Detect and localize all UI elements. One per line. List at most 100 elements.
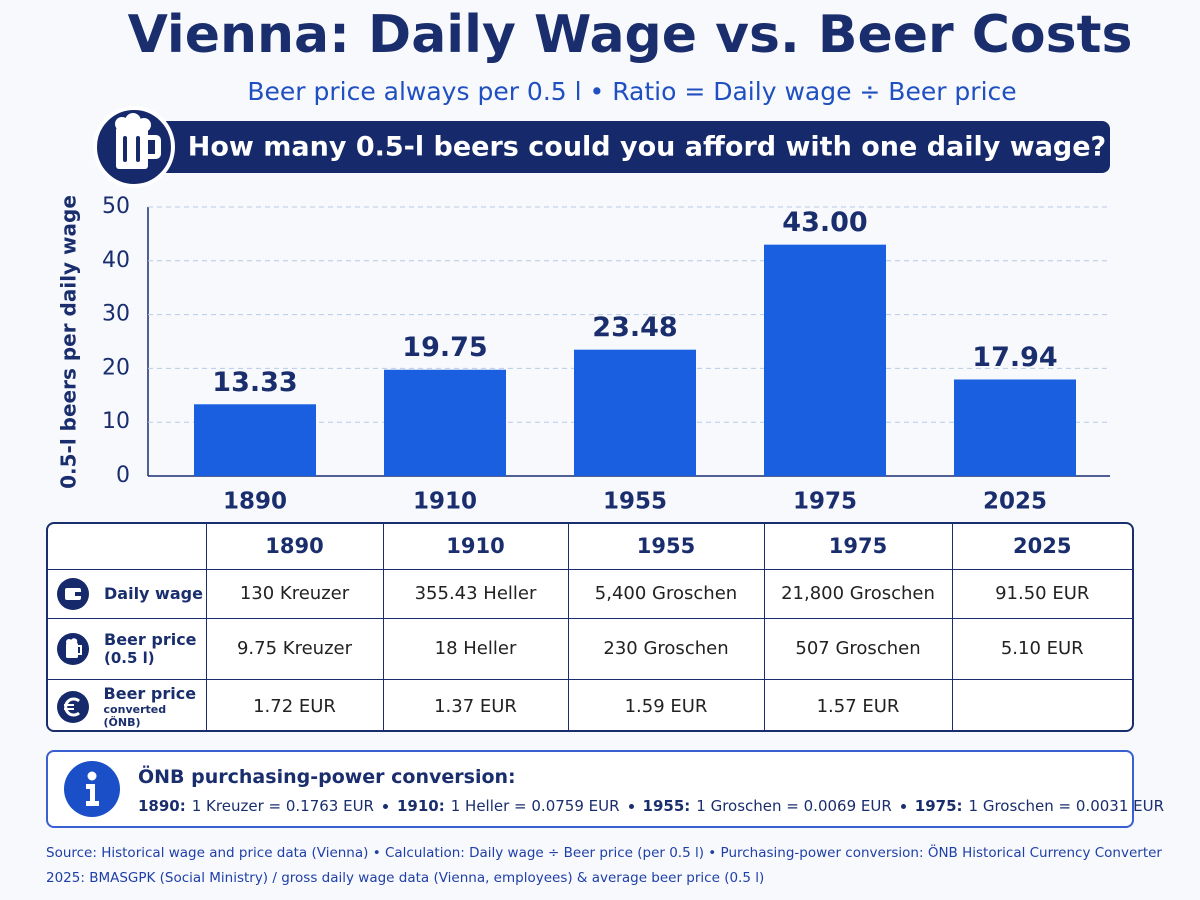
info-dot [87, 771, 97, 781]
data-label: 17.94 [972, 342, 1057, 373]
table-cell: 355.43 Heller [382, 568, 569, 619]
row-label: Beer price (0.5 l) [48, 630, 206, 667]
row-label-text: Beer price converted (ÖNB) [104, 684, 206, 730]
info-year: 1910: [396, 797, 445, 815]
y-tick-label: 50 [102, 194, 130, 219]
row-header: Beer price (0.5 l) [48, 617, 207, 680]
y-tick-label: 20 [102, 355, 130, 380]
y-tick-label: 40 [102, 248, 130, 273]
header-row: 1890 1910 1955 1975 2025 [48, 524, 1132, 570]
info-year: 1955: [642, 797, 691, 815]
table-row: Beer price converted (ÖNB) 1.72 EUR 1.37 EU… [48, 678, 1132, 730]
column-header: 1955 [567, 524, 765, 570]
row-label: Beer price converted (ÖNB) [48, 684, 206, 730]
info-text: 1 Groschen = 0.0069 EUR [696, 797, 892, 815]
euro-bars [64, 703, 74, 710]
row-label-line: (0.5 l) [104, 649, 155, 668]
table-cell: 91.50 EUR [951, 568, 1132, 619]
question-banner [112, 121, 1110, 173]
row-label-text: Beer price (0.5 l) [104, 630, 197, 667]
bar [194, 404, 316, 476]
row-header: Beer price converted (ÖNB) [48, 678, 207, 730]
row-label-line: Beer price [104, 629, 197, 649]
row-label: Daily wage [48, 577, 206, 611]
source-line: Source: Historical wage and price data (… [46, 845, 1162, 861]
row-label-line: Daily wage [104, 583, 203, 603]
table: 1890 1910 1955 1975 2025 Daily wage 130 Kreuze… [48, 524, 1132, 730]
x-tick-label: 2025 [983, 489, 1047, 515]
info-box: ÖNB purchasing-power conversion: 1890: 1 … [46, 750, 1164, 828]
y-tick-label: 30 [102, 302, 130, 327]
icon-circle [57, 690, 89, 723]
y-axis-label: 0.5-l beers per daily wage [57, 195, 81, 489]
row-label-text: Daily wage [104, 584, 203, 603]
foam [66, 638, 72, 645]
data-label: 13.33 [212, 367, 297, 398]
table-cell: 1.57 EUR [763, 678, 953, 730]
y-tick-label: 10 [102, 409, 130, 434]
column-header: 1975 [763, 524, 953, 570]
row-label-line: Beer price [103, 683, 197, 703]
separator-dot [382, 803, 388, 809]
data-label: 23.48 [592, 312, 677, 343]
table-cell: 230 Groschen [567, 617, 765, 680]
mug-handle [78, 644, 82, 655]
row-icon [57, 690, 89, 723]
table-cell: 1.72 EUR [205, 678, 384, 730]
foam [70, 637, 78, 645]
table-cell: 18 Heller [382, 617, 569, 680]
data-table: 1890 1910 1955 1975 2025 Daily wage 130 Kreuze… [46, 522, 1134, 732]
separator-dot [628, 803, 634, 809]
info-text: 1 Heller = 0.0759 EUR [450, 797, 620, 815]
row-icon [57, 577, 89, 610]
x-tick-label: 1910 [413, 489, 477, 515]
column-header: 1890 [205, 524, 384, 570]
table-row: Beer price (0.5 l) 9.75 Kreuzer 18 Heller 23… [48, 617, 1132, 680]
chart-title: Vienna: Daily Wage vs. Beer Costs [128, 5, 1133, 65]
data-label: 19.75 [402, 332, 487, 363]
info-year: 1890: [138, 797, 186, 815]
bar [384, 369, 506, 476]
table-row: Daily wage 130 Kreuzer 355.43 Heller 5,400 … [48, 568, 1132, 619]
bar [764, 244, 886, 476]
x-tick-label: 1955 [603, 489, 667, 515]
info-title: ÖNB purchasing-power conversion: [138, 766, 516, 788]
table-cell: 1.59 EUR [567, 678, 765, 730]
source-line: 2025: BMASGPK (Social Ministry) / gross … [46, 870, 765, 886]
table-cell: 1.37 EUR [382, 678, 569, 730]
chart-subtitle: Beer price always per 0.5 l • Ratio = Da… [247, 77, 1016, 106]
mug [66, 642, 78, 658]
table-cell: 507 Groschen [763, 617, 953, 680]
row-header: Daily wage [48, 568, 207, 619]
wallet-clasp [75, 591, 81, 596]
bar [574, 349, 696, 476]
info-text: 1 Groschen = 0.0031 EUR [968, 797, 1165, 815]
row-icon [57, 632, 89, 665]
info-line: 1890: 1 Kreuzer = 0.1763 EUR 1910: 1 Heller… [138, 797, 1164, 815]
euro-arc [64, 697, 80, 717]
column-header: 2025 [951, 524, 1132, 570]
x-tick-label: 1890 [223, 489, 287, 515]
info-text: 1 Kreuzer = 0.1763 EUR [191, 797, 374, 815]
separator-dot [900, 803, 906, 809]
bar [954, 379, 1076, 476]
table-cell: 130 Kreuzer [205, 568, 384, 619]
data-label: 43.00 [782, 207, 867, 238]
corner-cell [48, 524, 207, 570]
chart: Vienna: Daily Wage vs. Beer Costs Beer p… [57, 5, 1133, 515]
info-bar [86, 784, 99, 806]
y-tick-label: 0 [116, 463, 130, 488]
wallet [65, 587, 81, 600]
empty-cell [951, 678, 1132, 730]
info-icon [64, 761, 120, 817]
x-tick-label: 1975 [793, 489, 857, 515]
table-cell: 9.75 Kreuzer [205, 617, 384, 680]
column-header: 1910 [382, 524, 569, 570]
info-year: 1975: [914, 797, 963, 815]
table-cell: 5,400 Groschen [567, 568, 765, 619]
question: How many 0.5-l beers could you afford wi… [188, 132, 1106, 163]
table-cell: 21,800 Groschen [763, 568, 953, 619]
table-cell: 5.10 EUR [951, 617, 1132, 680]
row-label-line: converted (ÖNB) [103, 703, 167, 730]
